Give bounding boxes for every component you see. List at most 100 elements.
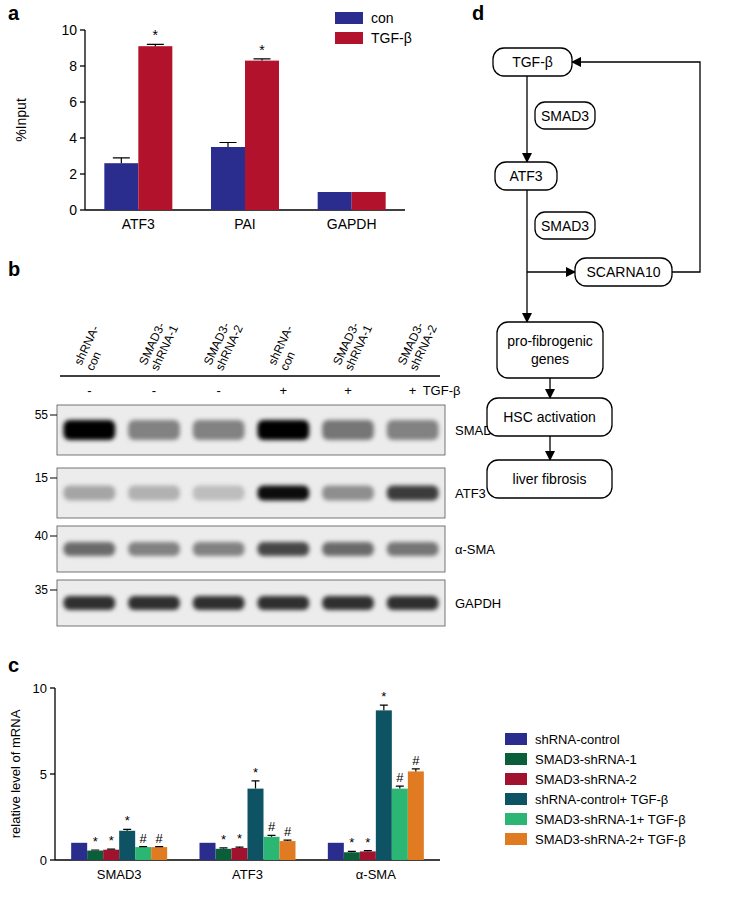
y-tick-label: 10 (61, 22, 77, 38)
legend-swatch (505, 833, 527, 845)
significance-label: * (365, 835, 370, 850)
band (322, 486, 374, 501)
y-tick-label: 2 (69, 166, 77, 182)
legend-swatch (505, 753, 527, 765)
bar (104, 163, 138, 210)
error-bar (155, 846, 163, 848)
band (128, 420, 180, 440)
y-tick (50, 859, 55, 860)
legend-label: SMAD3-shRNA-1+ TGF-β (535, 812, 686, 827)
lane-label-line: con (83, 349, 104, 372)
significance-label: # (156, 831, 164, 846)
bar (87, 851, 103, 860)
bar (200, 843, 216, 860)
bar-chart: 0246810%Input**ATF3PAIGAPDHconTGF-β (13, 10, 412, 232)
node-box (487, 460, 612, 498)
error-bar (220, 143, 237, 148)
legend-swatch (505, 733, 527, 745)
x-tick-label: SMAD3 (97, 867, 142, 882)
bar (360, 851, 376, 860)
node-label: pro-fibrogenic (507, 333, 593, 349)
node-label: liver fibrosis (513, 471, 587, 487)
significance-label: * (237, 831, 242, 846)
lane-label: SMAD3-shRNA-1 (136, 317, 181, 373)
bar (119, 831, 135, 860)
treatment-sign: - (216, 383, 220, 398)
y-tick-label: 0 (69, 202, 77, 218)
bar (352, 192, 386, 210)
x-tick-label: ATF3 (122, 216, 155, 232)
band (193, 420, 245, 440)
marks (71, 705, 424, 860)
edge-label-box (535, 102, 595, 129)
panel-label: b (8, 258, 20, 280)
x-tick-label: PAI (234, 216, 256, 232)
band (63, 596, 115, 610)
bar (248, 789, 264, 860)
bar (376, 710, 392, 860)
significance-label: * (221, 832, 226, 847)
lane-label: SMAD3-shRNA-1 (330, 317, 375, 373)
treatment-label: TGF-β (423, 383, 461, 398)
y-tick-label: 0 (40, 853, 47, 868)
legend-label: shRNA-control (535, 732, 620, 747)
row-label: ATF3 (455, 486, 486, 501)
error-bar (220, 847, 228, 849)
edge-arrow (549, 436, 550, 460)
x-tick-label: α-SMA (356, 867, 396, 882)
blot-strip (57, 405, 445, 455)
lane-label: shRNA-con (265, 323, 307, 372)
significance-label: * (349, 835, 354, 850)
y-tick (50, 773, 55, 774)
significance-label: * (93, 834, 98, 849)
band (387, 486, 439, 501)
legend: con TGF-β (335, 10, 412, 46)
band (322, 596, 374, 610)
error-bar (107, 849, 115, 851)
error-bar (284, 840, 292, 841)
node-label: SCARNA10 (587, 264, 661, 280)
treatment-sign: - (152, 383, 156, 398)
y-tick-label: 6 (69, 94, 77, 110)
y-tick (80, 65, 85, 66)
bar (408, 771, 424, 860)
bar (264, 837, 280, 860)
legend-swatch (505, 793, 527, 805)
legend-label: TGF-β (371, 30, 412, 46)
lane-label-line: shRNA-1 (148, 322, 181, 372)
significance-label: # (268, 819, 276, 834)
legend-swatch (335, 32, 363, 44)
error-bar (252, 781, 260, 789)
edge-arrow (572, 62, 700, 272)
band (322, 420, 374, 440)
mw-tick (50, 478, 57, 479)
y-tick-label: 5 (40, 767, 47, 782)
legend-label: con (371, 10, 394, 26)
treatment-sign: - (87, 383, 91, 398)
significance-label: * (153, 27, 159, 43)
error-bar (147, 44, 164, 46)
band (128, 596, 180, 610)
mw-label: 55 (35, 408, 49, 422)
bar (280, 841, 296, 860)
legend-label: shRNA-control+ TGF-β (535, 792, 668, 807)
lane-label: SMAD3-shRNA-2 (395, 317, 440, 373)
error-bar (348, 851, 356, 853)
legend-swatch (505, 773, 527, 785)
node-label: genes (531, 351, 569, 367)
bar (245, 61, 279, 210)
error-bar (396, 786, 404, 789)
edge-arrow (527, 271, 575, 272)
y-axis-label: relative level of mRNA (8, 709, 23, 838)
row-label: GAPDH (455, 596, 501, 611)
y-tick (80, 29, 85, 30)
band (63, 486, 115, 501)
band (63, 542, 115, 556)
bar-chart: 0510relative level of mRNA*********#####… (8, 681, 686, 882)
band (193, 596, 245, 610)
y-tick-label: 4 (69, 130, 77, 146)
bar (232, 848, 248, 860)
panel-label: d (472, 2, 484, 24)
blot-strip (57, 468, 445, 518)
legend-label: SMAD3-shRNA-2+ TGF-β (535, 832, 686, 847)
